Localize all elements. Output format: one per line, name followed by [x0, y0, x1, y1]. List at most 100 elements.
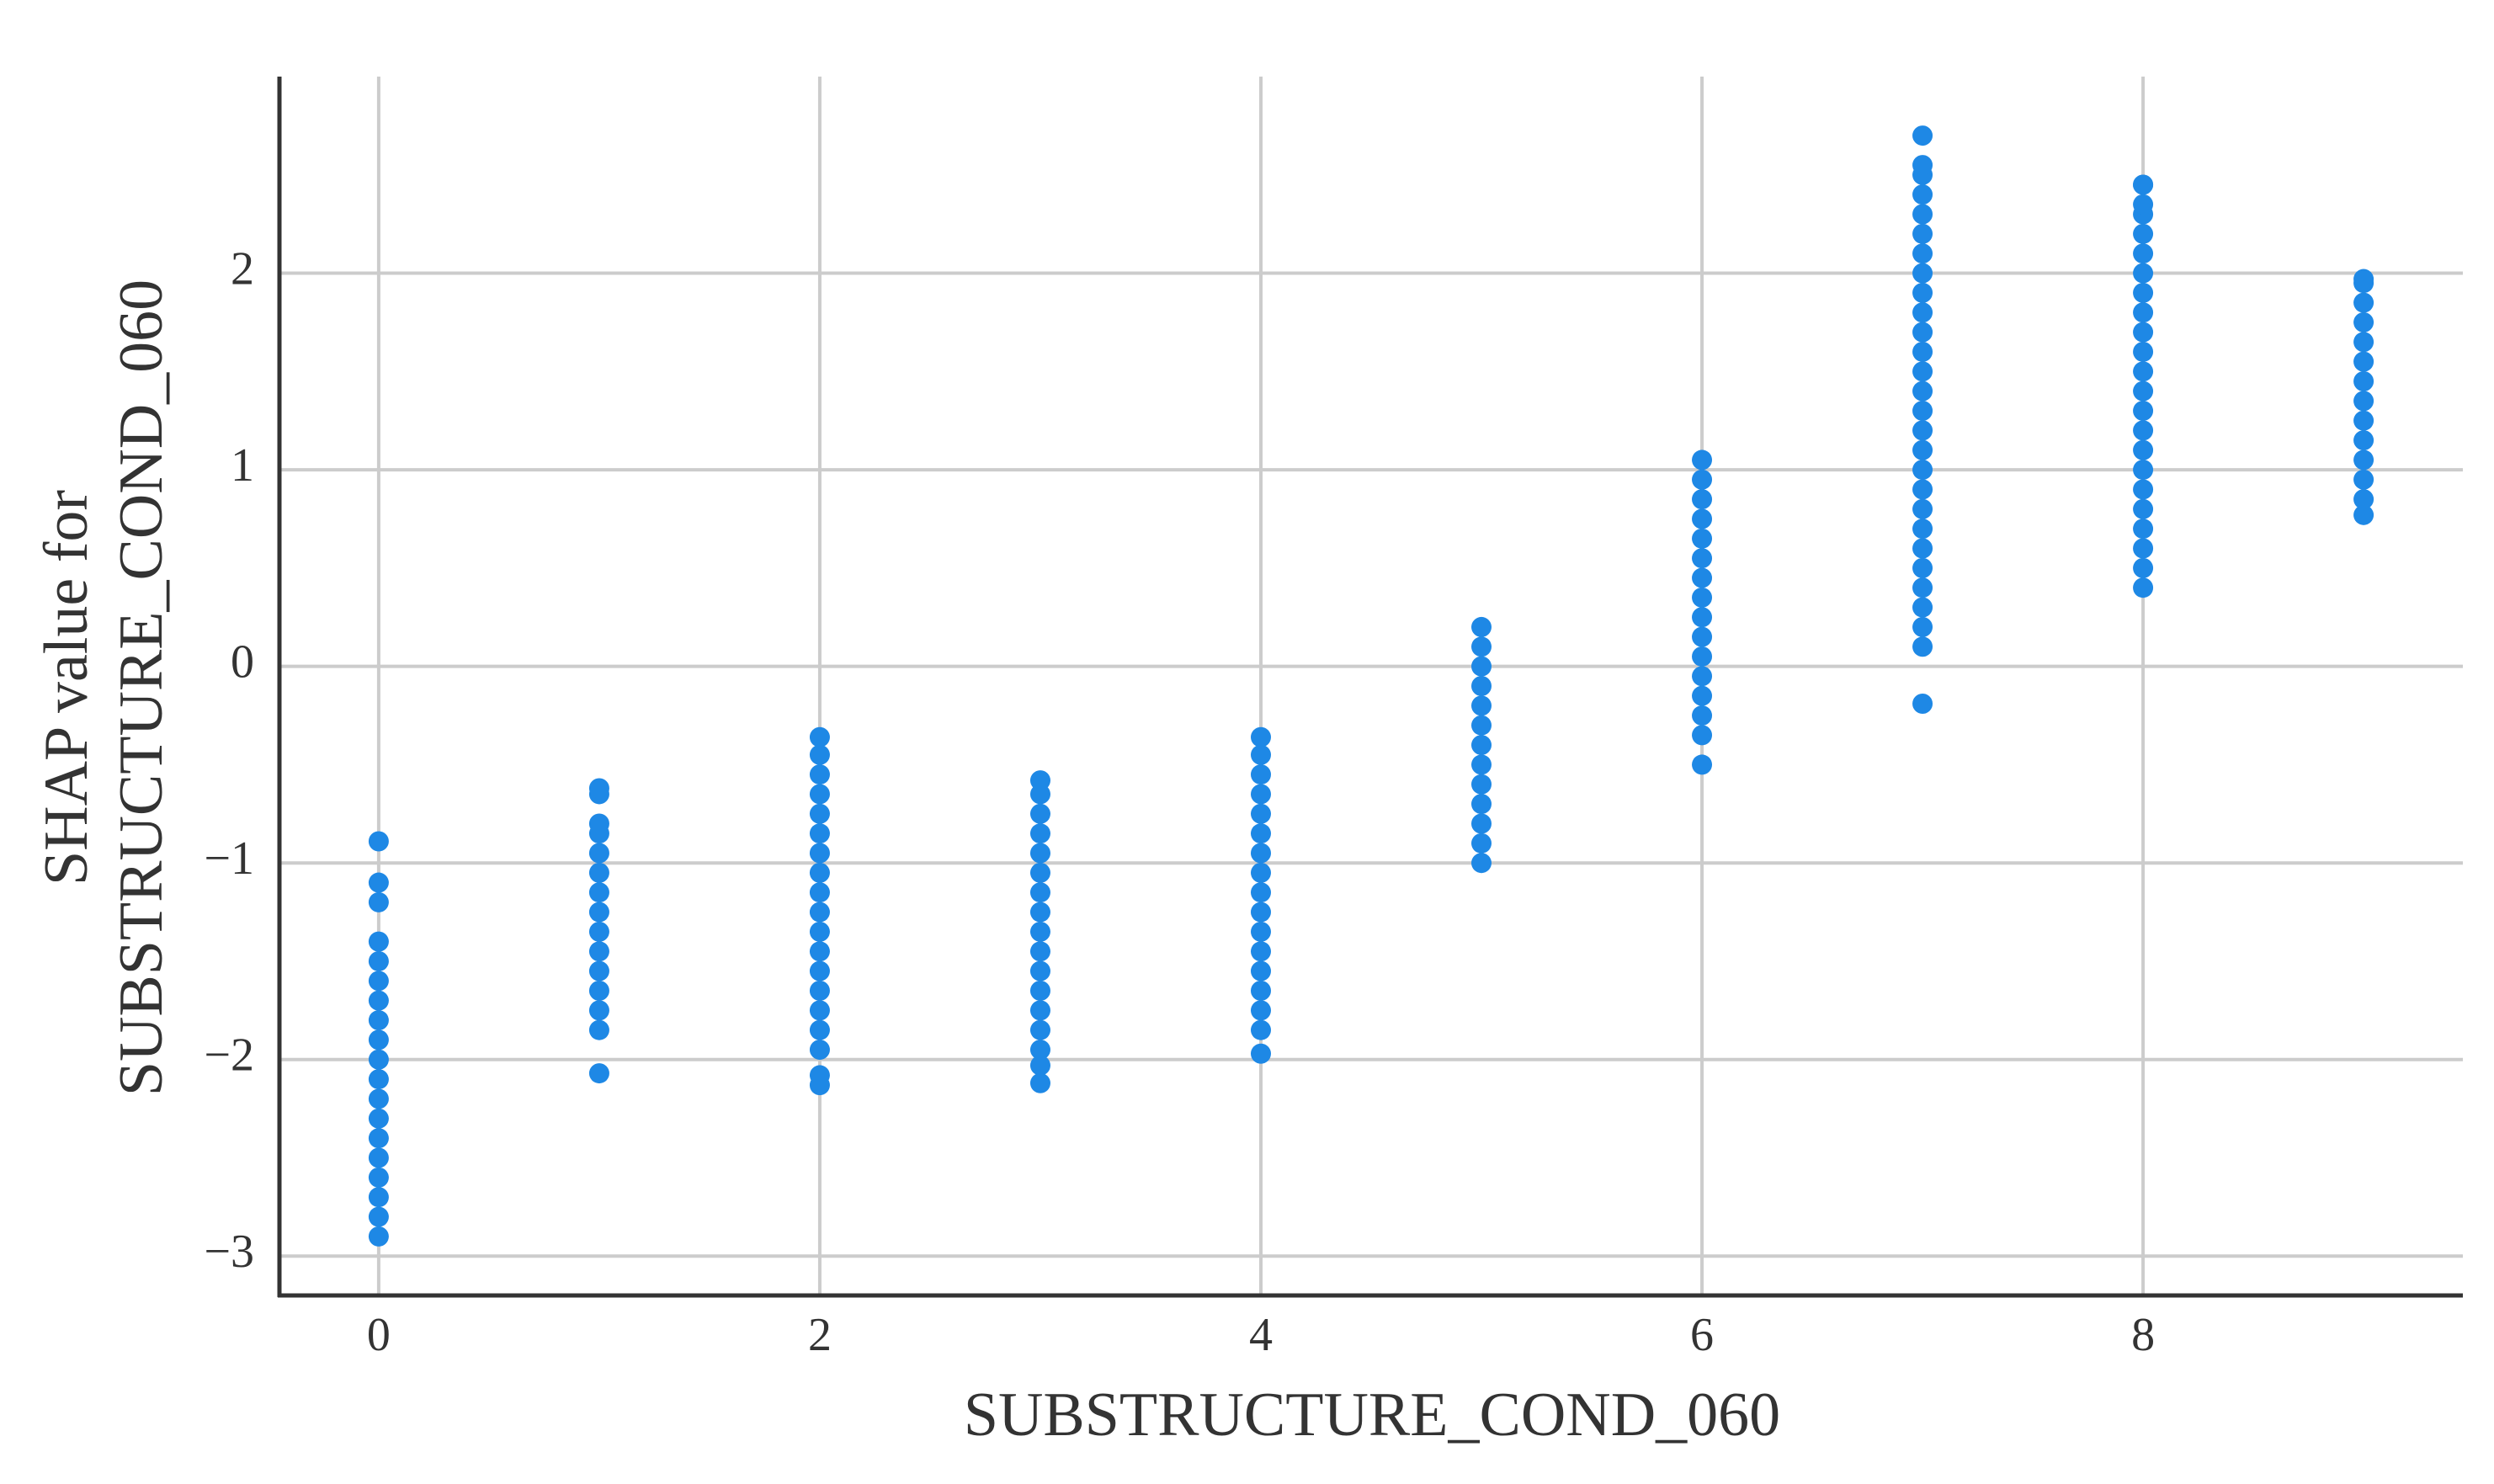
point	[368, 1088, 389, 1109]
point	[1912, 184, 1933, 205]
point	[1029, 803, 1050, 824]
point	[1029, 921, 1050, 942]
x-tick-label: 4	[1249, 1309, 1273, 1361]
point	[1692, 508, 1713, 529]
point	[1250, 1043, 1271, 1064]
point	[1250, 726, 1271, 747]
point	[1912, 498, 1933, 519]
point	[1250, 882, 1271, 903]
point	[2133, 361, 2154, 382]
point	[368, 1206, 389, 1227]
point	[1250, 823, 1271, 844]
point	[1912, 616, 1933, 637]
point	[2353, 391, 2374, 412]
point	[809, 981, 830, 1001]
point	[809, 1019, 830, 1040]
point	[809, 823, 830, 844]
point	[1250, 1000, 1271, 1021]
y-tick-label: 1	[231, 439, 254, 492]
point	[1250, 862, 1271, 883]
point	[809, 941, 830, 962]
point	[2133, 401, 2154, 422]
point	[1912, 361, 1933, 382]
point	[1471, 636, 1492, 657]
point	[1029, 960, 1050, 981]
point	[368, 1069, 389, 1090]
point	[2133, 577, 2154, 598]
point	[2133, 341, 2154, 362]
point	[2133, 380, 2154, 402]
point	[2353, 430, 2374, 451]
point	[2353, 371, 2374, 391]
point	[1250, 981, 1271, 1001]
point	[1029, 882, 1050, 903]
point	[1912, 694, 1933, 715]
point	[1912, 322, 1933, 343]
point	[2133, 322, 2154, 343]
point	[1029, 1072, 1050, 1093]
point	[368, 990, 389, 1011]
point	[588, 921, 609, 942]
point	[1692, 548, 1713, 569]
point	[1029, 770, 1050, 791]
point	[1912, 263, 1933, 284]
point	[1692, 626, 1713, 647]
point	[2133, 223, 2154, 244]
point	[2133, 557, 2154, 578]
point	[588, 778, 609, 799]
point	[1250, 764, 1271, 785]
x-axis-label: SUBSTRUCTURE_COND_060	[964, 1380, 1780, 1449]
point	[1250, 784, 1271, 805]
point	[2133, 243, 2154, 264]
y-tick-label: 0	[231, 636, 254, 688]
point	[2353, 292, 2374, 313]
point	[2353, 351, 2374, 372]
point	[809, 803, 830, 824]
point	[588, 941, 609, 962]
point	[368, 831, 389, 852]
x-tick-label: 8	[2131, 1309, 2155, 1361]
point	[2353, 504, 2374, 525]
point	[368, 1187, 389, 1208]
point	[588, 1000, 609, 1021]
y-tick-label: −1	[204, 832, 254, 885]
point	[809, 1040, 830, 1061]
point	[368, 971, 389, 992]
point	[588, 1063, 609, 1084]
y-axis-label: SUBSTRUCTURE_COND_060	[107, 279, 176, 1096]
point	[1692, 607, 1713, 628]
point	[1912, 636, 1933, 657]
point	[1692, 705, 1713, 726]
point	[588, 981, 609, 1001]
point	[809, 744, 830, 765]
point	[2353, 469, 2374, 490]
point	[1692, 449, 1713, 471]
point	[1692, 666, 1713, 687]
point	[809, 1065, 830, 1086]
y-tick-label: 2	[231, 242, 254, 295]
point	[2133, 460, 2154, 481]
point	[1471, 676, 1492, 696]
point	[1471, 715, 1492, 736]
point	[809, 726, 830, 747]
point	[368, 1226, 389, 1247]
point	[1029, 823, 1050, 844]
point	[588, 813, 609, 834]
x-tick-label: 2	[808, 1309, 832, 1361]
y-tick-label: −3	[204, 1226, 254, 1278]
point	[1692, 528, 1713, 549]
point	[588, 882, 609, 903]
point	[1912, 460, 1933, 481]
point	[1029, 1000, 1050, 1021]
point	[1912, 302, 1933, 323]
point	[2133, 194, 2154, 215]
point	[368, 931, 389, 952]
point	[1912, 597, 1933, 618]
point	[2353, 449, 2374, 471]
point	[1471, 656, 1492, 677]
point	[368, 891, 389, 912]
point	[809, 843, 830, 864]
point	[1471, 794, 1492, 815]
point	[368, 1128, 389, 1149]
